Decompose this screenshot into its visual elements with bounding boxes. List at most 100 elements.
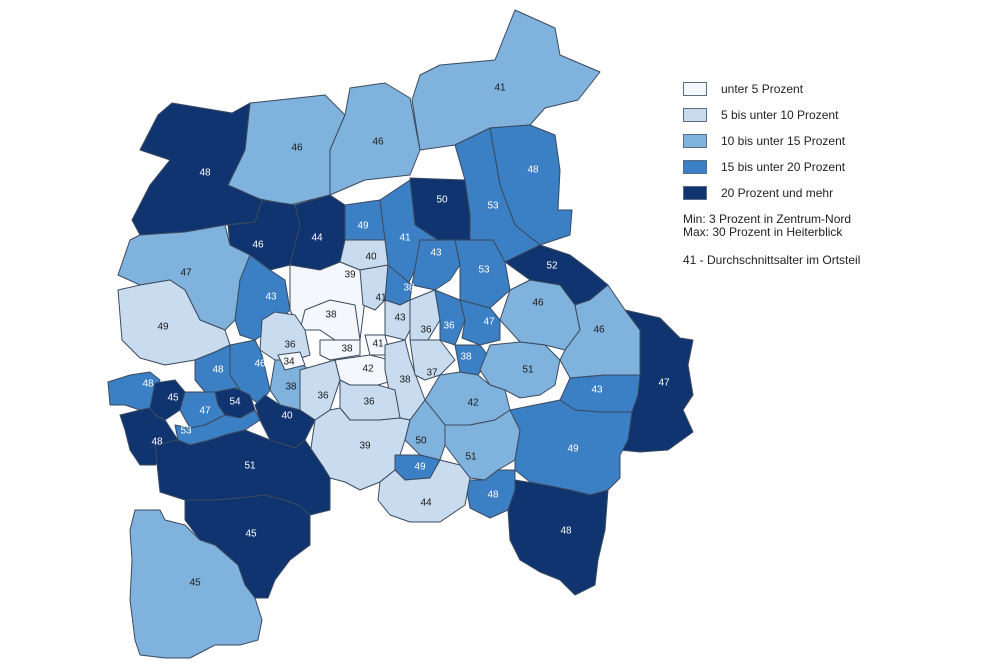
legend-label: 5 bis unter 10 Prozent [721, 107, 839, 122]
legend-label: 20 Prozent und mehr [721, 185, 834, 200]
legend-item: 15 bis unter 20 Prozent [683, 156, 983, 177]
legend-swatch [683, 107, 707, 122]
district-age-label: 45 [245, 529, 257, 540]
district-age-label: 38 [399, 375, 411, 386]
district-area [319, 339, 361, 361]
district-area [259, 311, 311, 361]
district-area [409, 289, 441, 346]
legend-swatch [683, 185, 707, 200]
district-age-label: 48 [142, 379, 154, 390]
district-area [329, 82, 421, 196]
legend-swatch [683, 133, 707, 148]
district-age-label: 47 [180, 268, 192, 279]
district-age-label: 38 [341, 344, 353, 355]
district-age-label: 44 [311, 233, 323, 244]
district-age-label: 38 [285, 382, 297, 393]
district-age-label: 43 [430, 248, 442, 259]
district-age-label: 48 [487, 490, 499, 501]
district-age-label: 38 [460, 352, 472, 363]
district-age-label: 36 [420, 325, 432, 336]
district-age-label: 36 [363, 397, 375, 408]
district-age-label: 43 [591, 385, 603, 396]
district-age-label: 47 [199, 406, 211, 417]
district-age-label: 49 [157, 322, 169, 333]
legend-label: 10 bis unter 15 Prozent [721, 133, 846, 148]
map-legend: unter 5 Prozent 5 bis unter 10 Prozent 1… [683, 78, 983, 267]
district-age-label: 48 [527, 165, 539, 176]
district-age-label: 46 [372, 137, 384, 148]
max-stat: Max: 30 Prozent in Heiterblick [683, 225, 843, 239]
district-age-label: 41 [399, 233, 411, 244]
district-age-label: 36 [284, 340, 296, 351]
district-age-label: 39 [359, 441, 371, 452]
min-max-stats: Min: 3 Prozent in Zentrum-Nord Max: 30 P… [683, 213, 983, 239]
legend-item: 5 bis unter 10 Prozent [683, 104, 983, 125]
district-age-label: 36 [317, 391, 329, 402]
legend-label: 15 bis unter 20 Prozent [721, 159, 846, 174]
district-age-label: 38 [403, 283, 415, 294]
legend-item: 10 bis unter 15 Prozent [683, 130, 983, 151]
district-age-label: 34 [283, 357, 295, 368]
district-age-label: 41 [372, 339, 384, 350]
legend-item: 20 Prozent und mehr [683, 182, 983, 203]
district-age-label: 48 [560, 526, 572, 537]
district-age-label: 50 [415, 436, 427, 447]
district-age-label: 47 [483, 317, 495, 328]
district-age-label: 43 [394, 313, 406, 324]
district-area [254, 394, 316, 449]
district-age-label: 43 [265, 292, 277, 303]
age-note: 41 - Durchschnittsalter im Ortsteil [683, 253, 861, 267]
district-area [277, 351, 306, 371]
min-stat: Min: 3 Prozent in Zentrum-Nord [683, 212, 852, 226]
district-age-label: 45 [189, 578, 201, 589]
district-age-label: 37 [426, 368, 438, 379]
district-age-label: 51 [522, 365, 534, 376]
district-age-label: 48 [199, 168, 211, 179]
district-age-label: 50 [436, 195, 448, 206]
district-age-label: 48 [151, 437, 163, 448]
district-area [359, 264, 389, 311]
district-area [299, 299, 361, 341]
district-age-label: 46 [291, 143, 303, 154]
legend-item: unter 5 Prozent [683, 78, 983, 99]
district-area [479, 341, 561, 399]
district-age-label: 53 [487, 201, 499, 212]
district-age-label: 41 [494, 83, 506, 94]
district-age-label: 44 [420, 498, 432, 509]
district-age-label: 49 [567, 444, 579, 455]
district-area [454, 239, 511, 309]
district-area [507, 479, 609, 596]
district-age-label: 46 [252, 240, 264, 251]
district-age-label: 51 [244, 461, 256, 472]
district-age-label: 45 [167, 393, 179, 404]
district-area [444, 409, 521, 481]
district-age-label: 40 [281, 411, 293, 422]
district-age-label: 51 [465, 452, 477, 463]
legend-swatch [683, 81, 707, 96]
district-age-label: 52 [546, 261, 558, 272]
district-age-label: 53 [478, 265, 490, 276]
district-age-label: 42 [467, 398, 479, 409]
district-age-label: 42 [362, 364, 374, 375]
district-area [377, 459, 471, 523]
district-area [459, 299, 501, 346]
district-age-label: 46 [593, 325, 605, 336]
district-age-label: 53 [180, 426, 192, 437]
district-age-label: 46 [254, 359, 266, 370]
district-age-label: 39 [344, 270, 356, 281]
district-age-label: 48 [212, 365, 224, 376]
district-age-label: 40 [365, 252, 377, 263]
district-area [129, 509, 263, 659]
legend-swatch [683, 159, 707, 174]
district-age-label: 46 [532, 298, 544, 309]
district-age-label: 38 [325, 310, 337, 321]
district-age-label: 36 [443, 321, 455, 332]
district-age-label: 49 [414, 462, 426, 473]
district-age-label: 47 [658, 378, 670, 389]
district-age-label: 41 [375, 293, 387, 304]
legend-label: unter 5 Prozent [721, 81, 804, 96]
district-area [411, 9, 601, 151]
district-age-label: 54 [229, 397, 241, 408]
district-age-label: 49 [357, 221, 369, 232]
